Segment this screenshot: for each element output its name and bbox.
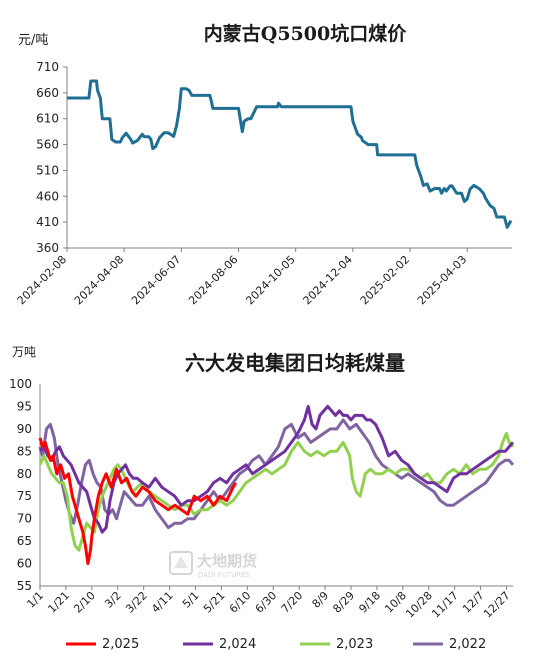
series-line-2,024	[38, 404, 515, 534]
x-tick-label: 5/21	[201, 589, 228, 616]
x-tick-label: 2024-02-08	[15, 253, 69, 307]
y-tick-label: 80	[17, 467, 32, 481]
x-tick-label: 7/20	[279, 589, 306, 616]
x-tick-label: 2/10	[71, 589, 98, 616]
price-line	[67, 79, 513, 229]
y-tick-label: 360	[36, 241, 59, 255]
svg-text:DADI FUTURES: DADI FUTURES	[198, 571, 251, 579]
x-tick-label: 3/22	[123, 589, 150, 616]
x-tick-label: 12/27	[481, 589, 513, 621]
x-tick-label: 6/10	[227, 589, 254, 616]
x-tick-label: 11/17	[429, 589, 461, 621]
x-tick-label: 8/9	[310, 589, 332, 611]
x-tick-label: 5/1	[180, 589, 202, 611]
unit-label: 万吨	[12, 345, 36, 359]
y-tick-label: 90	[17, 422, 32, 436]
y-tick-label: 95	[17, 399, 32, 413]
legend-label: 2,023	[336, 637, 373, 652]
y-tick-label: 55	[17, 579, 32, 593]
x-tick-label: 10/28	[403, 589, 435, 621]
legend-label: 2,025	[102, 637, 139, 652]
chart-title: 内蒙古Q5500坑口煤价	[204, 22, 407, 45]
y-tick-label: 100	[9, 377, 32, 391]
x-tick-label: 6/30	[253, 589, 280, 616]
series-line-2,025	[38, 437, 237, 566]
y-tick-label: 710	[36, 60, 59, 74]
y-tick-label: 85	[17, 444, 32, 458]
legend: 2,025 2,024 2,023 2,022	[66, 637, 486, 652]
x-tick-label: 2024-12-04	[301, 253, 355, 307]
legend-label: 2,022	[449, 637, 486, 652]
x-tick-label: 2024-08-06	[186, 253, 240, 307]
y-tick-label: 510	[36, 163, 59, 177]
consumption-chart: 六大发电集团日均耗煤量 万吨 大地期货 DADI FUTURES 55 60 65 7…	[9, 345, 515, 652]
x-tick-label: 9/18	[356, 589, 383, 616]
y-tick-label: 410	[36, 215, 59, 229]
svg-text:大地期货: 大地期货	[197, 552, 257, 570]
x-tick-label: 2025-04-03	[415, 253, 469, 307]
y-tick-label: 70	[17, 512, 32, 526]
price-chart: 内蒙古Q5500坑口煤价 元/吨 360 410 460 510 560 610 660 71…	[15, 22, 513, 307]
x-tick-label: 2024-06-07	[129, 253, 183, 307]
y-tick-label: 65	[17, 534, 32, 548]
legend-label: 2,024	[219, 637, 256, 652]
x-tick-label: 2024-04-08	[72, 253, 126, 307]
x-tick-label: 2024-10-05	[243, 253, 297, 307]
x-tick-label: 8/29	[330, 589, 357, 616]
x-tick-label: 4/11	[149, 589, 176, 616]
x-tick-label: 2025-02-02	[358, 253, 412, 307]
chart-title: 六大发电集团日均耗煤量	[185, 351, 405, 375]
series-line-2,022	[38, 418, 515, 530]
y-tick-label: 660	[36, 86, 59, 100]
x-tick-label: 3/2	[102, 589, 124, 611]
y-tick-label: 610	[36, 112, 59, 126]
y-tick-label: 460	[36, 189, 59, 203]
unit-label: 元/吨	[18, 33, 48, 48]
y-tick-label: 560	[36, 138, 59, 152]
y-tick-label: 60	[17, 557, 32, 571]
y-tick-label: 75	[17, 489, 32, 503]
dadi-futures-logo: 大地期货 DADI FUTURES	[169, 551, 257, 579]
x-tick-label: 1/21	[45, 589, 72, 616]
